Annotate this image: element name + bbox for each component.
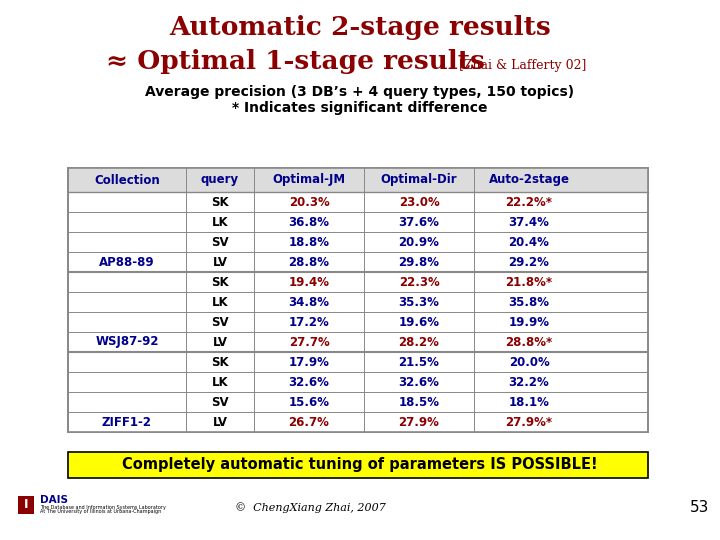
Text: 28.8%: 28.8%	[289, 255, 330, 268]
Text: 22.3%: 22.3%	[399, 275, 439, 288]
Text: 29.2%: 29.2%	[508, 255, 549, 268]
Text: The Database and Information Systems Laboratory: The Database and Information Systems Lab…	[40, 504, 166, 510]
Text: SK: SK	[211, 275, 229, 288]
Text: LK: LK	[212, 375, 228, 388]
Text: 37.6%: 37.6%	[399, 215, 439, 228]
Text: 18.8%: 18.8%	[289, 235, 330, 248]
Text: 15.6%: 15.6%	[289, 395, 330, 408]
Text: 19.6%: 19.6%	[398, 315, 439, 328]
Text: 18.1%: 18.1%	[508, 395, 549, 408]
Text: Optimal-JM: Optimal-JM	[272, 173, 346, 186]
Text: 27.7%: 27.7%	[289, 335, 329, 348]
Text: SV: SV	[211, 395, 229, 408]
Text: DAIS: DAIS	[40, 495, 68, 505]
Text: SK: SK	[211, 355, 229, 368]
Text: I: I	[24, 498, 28, 511]
Text: 32.6%: 32.6%	[289, 375, 330, 388]
Text: 19.9%: 19.9%	[508, 315, 549, 328]
Text: 18.5%: 18.5%	[398, 395, 439, 408]
Text: LV: LV	[212, 415, 228, 429]
Text: WSJ87-92: WSJ87-92	[95, 335, 158, 348]
Text: 28.2%: 28.2%	[399, 335, 439, 348]
Text: AP88-89: AP88-89	[99, 255, 155, 268]
Text: 29.8%: 29.8%	[398, 255, 439, 268]
Bar	[68, 168, 648, 192]
Text: 27.9%*: 27.9%*	[505, 415, 552, 429]
Text: 20.0%: 20.0%	[508, 355, 549, 368]
Text: [Zhai & Lafferty 02]: [Zhai & Lafferty 02]	[459, 58, 587, 71]
Text: ≈ Optimal 1‑stage results: ≈ Optimal 1‑stage results	[106, 50, 485, 75]
Text: 23.0%: 23.0%	[399, 195, 439, 208]
Text: 37.4%: 37.4%	[508, 215, 549, 228]
Text: 27.9%: 27.9%	[399, 415, 439, 429]
Text: ©  ChengXiang Zhai, 2007: © ChengXiang Zhai, 2007	[235, 503, 385, 514]
Text: 20.3%: 20.3%	[289, 195, 329, 208]
Text: 32.2%: 32.2%	[508, 375, 549, 388]
Text: 53: 53	[690, 501, 710, 516]
Text: 19.4%: 19.4%	[289, 275, 330, 288]
Text: 22.2%*: 22.2%*	[505, 195, 552, 208]
Text: * Indicates significant difference: * Indicates significant difference	[233, 101, 487, 115]
Text: LK: LK	[212, 295, 228, 308]
Text: Optimal-Dir: Optimal-Dir	[381, 173, 457, 186]
Bar	[68, 452, 648, 478]
Text: LV: LV	[212, 335, 228, 348]
Text: Completely automatic tuning of parameters IS POSSIBLE!: Completely automatic tuning of parameter…	[122, 457, 598, 472]
Text: LK: LK	[212, 215, 228, 228]
Bar	[18, 496, 34, 514]
Text: 20.9%: 20.9%	[399, 235, 439, 248]
Text: Average precision (3 DB’s + 4 query types, 150 topics): Average precision (3 DB’s + 4 query type…	[145, 85, 575, 99]
Text: 35.3%: 35.3%	[399, 295, 439, 308]
Text: query: query	[201, 173, 239, 186]
Text: 17.2%: 17.2%	[289, 315, 329, 328]
Bar	[68, 168, 648, 432]
Text: 17.9%: 17.9%	[289, 355, 330, 368]
Text: 20.4%: 20.4%	[508, 235, 549, 248]
Text: 36.8%: 36.8%	[289, 215, 330, 228]
Text: 28.8%*: 28.8%*	[505, 335, 553, 348]
Text: Automatic 2-stage results: Automatic 2-stage results	[169, 16, 551, 40]
Text: 21.8%*: 21.8%*	[505, 275, 552, 288]
Text: At The University of Illinois at Urbana-Champaign: At The University of Illinois at Urbana-…	[40, 510, 161, 515]
Text: 35.8%: 35.8%	[508, 295, 549, 308]
Text: 32.6%: 32.6%	[399, 375, 439, 388]
Text: 21.5%: 21.5%	[399, 355, 439, 368]
Text: LV: LV	[212, 255, 228, 268]
Text: SK: SK	[211, 195, 229, 208]
Text: ZIFF1-2: ZIFF1-2	[102, 415, 152, 429]
Text: Collection: Collection	[94, 173, 160, 186]
Text: SV: SV	[211, 315, 229, 328]
Text: 26.7%: 26.7%	[289, 415, 330, 429]
Text: Auto-2stage: Auto-2stage	[488, 173, 570, 186]
Text: 34.8%: 34.8%	[289, 295, 330, 308]
Text: SV: SV	[211, 235, 229, 248]
